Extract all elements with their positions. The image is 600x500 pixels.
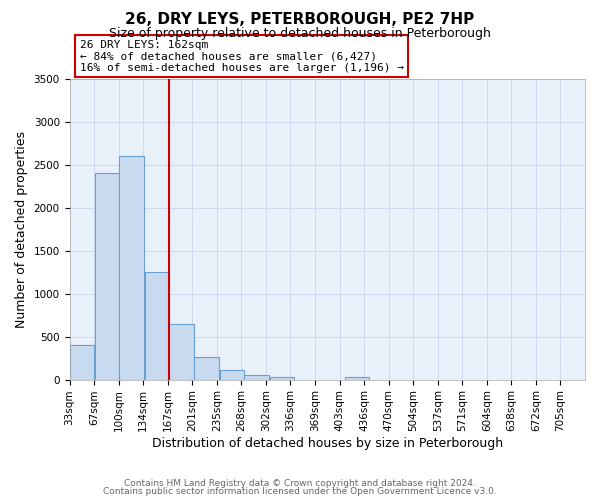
Text: 26 DRY LEYS: 162sqm
← 84% of detached houses are smaller (6,427)
16% of semi-det: 26 DRY LEYS: 162sqm ← 84% of detached ho… bbox=[80, 40, 404, 73]
Bar bbox=[345, 376, 369, 380]
Text: 26, DRY LEYS, PETERBOROUGH, PE2 7HP: 26, DRY LEYS, PETERBOROUGH, PE2 7HP bbox=[125, 12, 475, 28]
Text: Contains public sector information licensed under the Open Government Licence v3: Contains public sector information licen… bbox=[103, 487, 497, 496]
Bar bbox=[169, 324, 194, 380]
Bar bbox=[244, 375, 269, 380]
Bar bbox=[95, 174, 119, 380]
Bar bbox=[145, 272, 169, 380]
Bar bbox=[194, 358, 219, 380]
Bar bbox=[269, 376, 294, 380]
X-axis label: Distribution of detached houses by size in Peterborough: Distribution of detached houses by size … bbox=[152, 437, 503, 450]
Y-axis label: Number of detached properties: Number of detached properties bbox=[15, 131, 28, 328]
Bar bbox=[119, 156, 144, 380]
Bar bbox=[70, 345, 94, 380]
Text: Size of property relative to detached houses in Peterborough: Size of property relative to detached ho… bbox=[109, 28, 491, 40]
Text: Contains HM Land Registry data © Crown copyright and database right 2024.: Contains HM Land Registry data © Crown c… bbox=[124, 478, 476, 488]
Bar bbox=[220, 370, 244, 380]
